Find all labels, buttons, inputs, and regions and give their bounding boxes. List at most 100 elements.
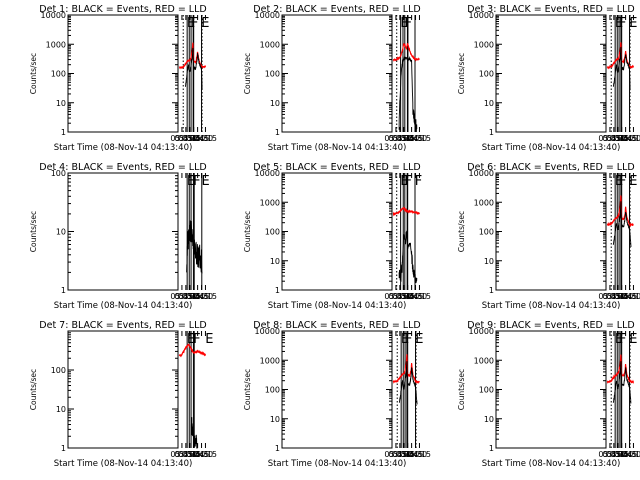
x-tick-label: 04:30 bbox=[404, 134, 427, 143]
x-axis-label: Start Time (08-Nov-14 04:13:40) bbox=[268, 301, 407, 311]
x-tick-label: 04:45 bbox=[400, 450, 423, 459]
interval-marker: E bbox=[202, 174, 210, 189]
chart-panel: Det 6: BLACK = Events, RED = LLD 1 10 100 10… bbox=[457, 162, 640, 311]
x-tick-label: 04:15 bbox=[622, 134, 640, 143]
y-tick-label: 10000 bbox=[255, 327, 280, 336]
x-tick-label: 04:15 bbox=[194, 134, 217, 143]
y-tick-label: 1 bbox=[489, 286, 494, 295]
series-line bbox=[612, 46, 631, 91]
x-axis-label: Start Time (08-Nov-14 04:13:40) bbox=[268, 459, 407, 469]
y-axis-label: Counts/sec bbox=[243, 211, 252, 252]
y-tick-label: 1000 bbox=[260, 40, 280, 49]
y-tick-label: 1 bbox=[275, 128, 280, 137]
series-line bbox=[178, 42, 207, 70]
interval-marker: E bbox=[615, 174, 623, 189]
x-tick-label: 04:15 bbox=[622, 450, 640, 459]
x-tick-label: 04:30 bbox=[190, 292, 213, 301]
y-tick-label: 10 bbox=[484, 415, 494, 424]
y-tick-label: 100 bbox=[479, 70, 494, 79]
x-tick-label: 04:45 bbox=[186, 134, 209, 143]
interval-marker: F bbox=[405, 332, 412, 347]
plot-frame bbox=[281, 330, 393, 449]
y-tick-label: 1 bbox=[275, 286, 280, 295]
x-tick-label: 05:45 bbox=[384, 292, 407, 301]
interval-marker: F bbox=[193, 174, 200, 189]
x-tick-label: 05:15 bbox=[606, 292, 629, 301]
interval-marker: E bbox=[615, 16, 623, 31]
chart-title: Det 4: BLACK = Events, RED = LLD bbox=[39, 162, 206, 173]
y-tick-label: 10 bbox=[484, 99, 494, 108]
plot-frame bbox=[67, 330, 179, 449]
chart-panel: Det 2: BLACK = Events, RED = LLD 1 10 100 10… bbox=[243, 4, 431, 153]
x-tick-label: 04:15 bbox=[408, 134, 431, 143]
x-axis-label: Start Time (08-Nov-14 04:13:40) bbox=[54, 301, 193, 311]
chart-panel: Det 1: BLACK = Events, RED = LLD 1 10 100 10… bbox=[29, 4, 217, 153]
x-tick-label: 04:30 bbox=[190, 134, 213, 143]
x-tick-label: 05:15 bbox=[392, 134, 415, 143]
series-line bbox=[190, 416, 198, 449]
x-tick-label: 04:15 bbox=[408, 450, 431, 459]
x-tick-label: 05:00 bbox=[182, 292, 205, 301]
y-tick-label: 100 bbox=[479, 386, 494, 395]
y-axis-label: Counts/sec bbox=[243, 369, 252, 410]
y-tick-label: 100 bbox=[51, 366, 66, 375]
series-line bbox=[178, 343, 207, 358]
interval-marker: E bbox=[401, 332, 409, 347]
x-tick-label: 04:45 bbox=[186, 450, 209, 459]
x-axis-label: Start Time (08-Nov-14 04:13:40) bbox=[482, 301, 621, 311]
y-tick-label: 10000 bbox=[469, 327, 494, 336]
chart-title: Det 5: BLACK = Events, RED = LLD bbox=[253, 162, 420, 173]
x-tick-label: 05:30 bbox=[602, 450, 625, 459]
x-tick-label: 05:45 bbox=[170, 450, 193, 459]
x-tick-label: 05:30 bbox=[388, 292, 411, 301]
interval-marker: E bbox=[615, 332, 623, 347]
x-tick-label: 05:15 bbox=[606, 134, 629, 143]
x-tick-label: 05:00 bbox=[396, 292, 419, 301]
x-tick-label: 05:45 bbox=[598, 134, 621, 143]
x-tick-label: 05:15 bbox=[178, 292, 201, 301]
y-tick-label: 100 bbox=[51, 169, 66, 178]
interval-marker: E bbox=[629, 332, 637, 347]
x-tick-label: 04:15 bbox=[408, 292, 431, 301]
x-tick-label: 04:15 bbox=[194, 292, 217, 301]
y-tick-label: 1000 bbox=[46, 40, 66, 49]
y-tick-label: 1000 bbox=[474, 356, 494, 365]
chart-panel: Det 7: BLACK = Events, RED = LLD 1 10 100 04… bbox=[29, 320, 217, 469]
y-tick-label: 100 bbox=[265, 386, 280, 395]
plot-frame bbox=[281, 172, 393, 291]
y-tick-label: 10000 bbox=[41, 11, 66, 20]
x-tick-label: 05:15 bbox=[178, 134, 201, 143]
interval-marker: E bbox=[629, 16, 637, 31]
x-tick-label: 05:00 bbox=[182, 134, 205, 143]
x-tick-label: 05:15 bbox=[392, 292, 415, 301]
x-axis-label: Start Time (08-Nov-14 04:13:40) bbox=[482, 459, 621, 469]
x-tick-label: 04:45 bbox=[614, 134, 637, 143]
x-tick-label: 04:45 bbox=[614, 292, 637, 301]
x-axis-label: Start Time (08-Nov-14 04:13:40) bbox=[482, 143, 621, 153]
x-tick-label: 05:45 bbox=[170, 134, 193, 143]
x-axis-label: Start Time (08-Nov-14 04:13:40) bbox=[54, 459, 193, 469]
x-tick-label: 05:15 bbox=[178, 450, 201, 459]
x-tick-label: 05:45 bbox=[598, 292, 621, 301]
y-tick-label: 10 bbox=[270, 99, 280, 108]
x-tick-label: 05:30 bbox=[602, 134, 625, 143]
x-tick-label: 05:45 bbox=[384, 134, 407, 143]
y-tick-label: 100 bbox=[51, 70, 66, 79]
y-tick-label: 10000 bbox=[469, 11, 494, 20]
interval-marker: F bbox=[405, 174, 412, 189]
interval-marker: E bbox=[201, 16, 209, 31]
x-tick-label: 05:45 bbox=[598, 450, 621, 459]
chart-title: Det 7: BLACK = Events, RED = LLD bbox=[39, 320, 206, 331]
x-axis-label: Start Time (08-Nov-14 04:13:40) bbox=[54, 143, 193, 153]
series-line bbox=[392, 354, 420, 384]
interval-marker: E bbox=[187, 332, 195, 347]
x-tick-label: 04:30 bbox=[618, 450, 640, 459]
interval-marker: E bbox=[205, 332, 213, 347]
x-tick-label: 04:30 bbox=[618, 134, 640, 143]
interval-marker: F bbox=[619, 332, 626, 347]
y-tick-label: 10 bbox=[484, 257, 494, 266]
x-tick-label: 05:30 bbox=[174, 134, 197, 143]
series-line bbox=[612, 201, 632, 247]
interval-marker: F bbox=[191, 16, 198, 31]
y-axis-label: Counts/sec bbox=[457, 53, 466, 94]
